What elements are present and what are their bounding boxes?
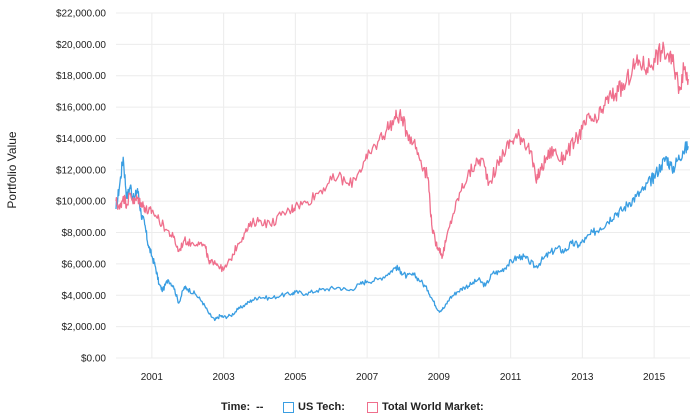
y-tick-label: $0.00 [81,354,106,365]
x-tick-label: 2013 [571,372,594,383]
x-tick-label: 2011 [500,372,522,383]
x-tick-label: 2009 [428,372,451,383]
legend-time-value: -- [256,401,264,413]
legend-time-label: Time: [221,401,251,413]
y-tick-label: $20,000.00 [56,40,106,51]
y-axis-label: Portfolio Value [5,131,19,208]
x-tick-label: 2007 [356,372,379,383]
series-line-us-tech [115,141,689,322]
legend-swatch-total-world-market [367,401,378,413]
y-tick-label: $6,000.00 [62,259,107,270]
y-tick-label: $2,000.00 [62,322,107,333]
legend-label-us-tech: US Tech: [298,401,345,413]
series-line-total-world-market [115,41,689,273]
y-tick-label: $22,000.00 [56,9,106,20]
x-tick-label: 2003 [213,372,236,383]
legend-swatch-us-tech [283,401,294,413]
y-tick-label: $16,000.00 [56,103,106,114]
x-axis-ticks: 2001 2003 2005 2007 2009 2011 2013 2015 [141,372,666,383]
y-tick-label: $10,000.00 [56,197,106,208]
y-tick-label: $8,000.00 [62,228,107,239]
grid-lines [116,12,690,359]
legend-item-total-world-market[interactable]: Total World Market: [367,401,484,413]
legend-time: Time: -- [221,401,263,413]
y-tick-label: $12,000.00 [56,165,106,176]
y-tick-label: $14,000.00 [56,134,106,145]
legend: Time: -- US Tech: Total World Market: [0,401,697,417]
y-tick-label: $4,000.00 [62,291,107,302]
y-tick-label: $18,000.00 [56,71,106,82]
x-tick-label: 2001 [141,372,164,383]
legend-label-total-world-market: Total World Market: [382,401,484,413]
series-lines [115,41,689,322]
legend-item-us-tech[interactable]: US Tech: [283,401,345,413]
y-axis-ticks: $0.00 $2,000.00 $4,000.00 $6,000.00 $8,000.0… [56,9,106,365]
x-tick-label: 2005 [284,372,307,383]
x-tick-label: 2015 [643,372,666,383]
